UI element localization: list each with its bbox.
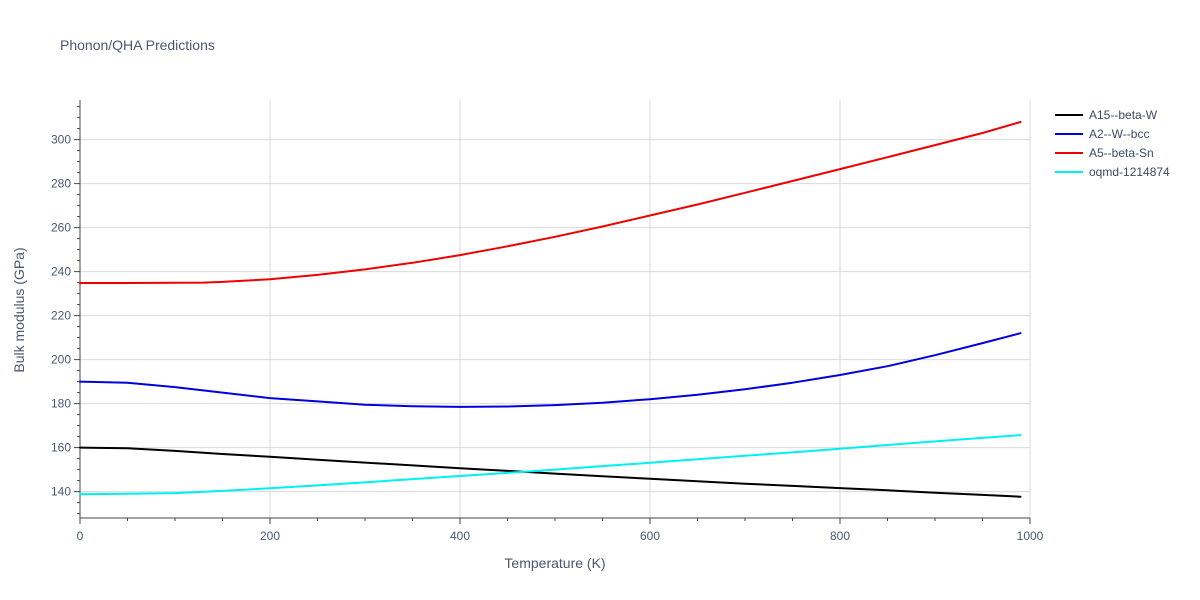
x-tick-label: 200: [260, 529, 280, 543]
series-line-0: [79, 446, 1022, 498]
y-tick-label: 260: [51, 221, 71, 235]
y-tick-label: 140: [51, 485, 71, 499]
y-tick-label: 160: [51, 441, 71, 455]
y-tick-label: 180: [51, 397, 71, 411]
legend-item: A15--beta-W: [1055, 108, 1158, 122]
x-tick-label: 400: [450, 529, 470, 543]
legend-label: oqmd-1214874: [1089, 165, 1170, 179]
y-tick-label: 200: [51, 353, 71, 367]
x-tick-label: 0: [77, 529, 84, 543]
chart-title: Phonon/QHA Predictions: [60, 37, 215, 53]
x-tick-label: 600: [640, 529, 660, 543]
x-tick-label: 800: [830, 529, 850, 543]
x-tick-label: 1000: [1017, 529, 1044, 543]
series-line-1: [79, 332, 1022, 408]
series-line-3: [79, 434, 1022, 496]
legend: A15--beta-W A2--W--bcc A5--beta-Sn oqmd-121…: [1055, 108, 1170, 179]
axes-layer: 140 160 180 200 220 240 260 280 300 0 200 400 600 800…: [51, 100, 1044, 543]
legend-item: oqmd-1214874: [1055, 165, 1170, 179]
legend-label: A15--beta-W: [1089, 108, 1158, 122]
y-tick-label: 300: [51, 133, 71, 147]
legend-label: A5--beta-Sn: [1089, 146, 1154, 160]
series-layer: [79, 121, 1022, 498]
grid-layer: [80, 100, 1031, 518]
y-tick-label: 280: [51, 177, 71, 191]
series-line-2: [79, 121, 1022, 284]
legend-item: A2--W--bcc: [1055, 127, 1149, 141]
x-axis-title: Temperature (K): [504, 555, 605, 571]
y-tick-label: 220: [51, 309, 71, 323]
y-axis-title: Bulk modulus (GPa): [11, 247, 27, 372]
legend-item: A5--beta-Sn: [1055, 146, 1154, 160]
legend-label: A2--W--bcc: [1089, 127, 1149, 141]
y-tick-label: 240: [51, 265, 71, 279]
